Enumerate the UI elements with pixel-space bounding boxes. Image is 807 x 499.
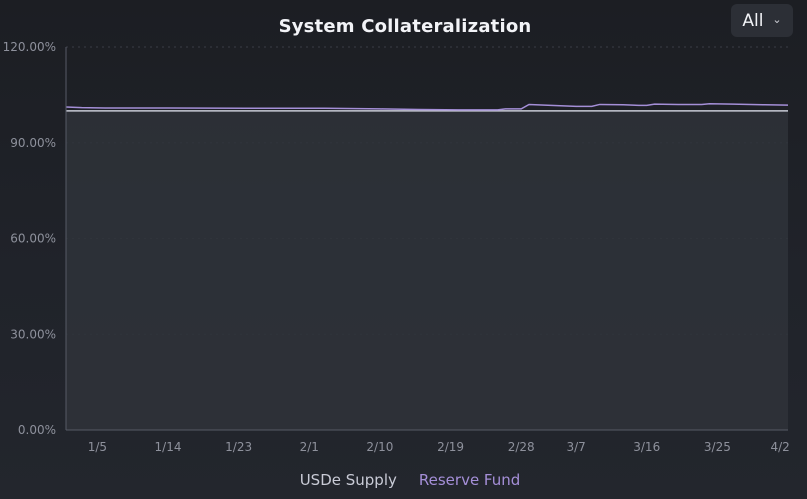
y-tick-label: 30.00% bbox=[10, 327, 56, 341]
y-tick-label: 0.00% bbox=[18, 423, 56, 437]
line-layer bbox=[65, 103, 789, 112]
x-tick-label: 3/16 bbox=[633, 440, 660, 454]
time-range-dropdown[interactable]: All ⌄ bbox=[731, 4, 793, 37]
axis-layer: 0.00% 30.00% 60.00% 90.00% 120.00% 1/5 1/14 1/2… bbox=[3, 40, 790, 454]
legend: USDe Supply Reserve Fund bbox=[0, 471, 807, 489]
x-tick-label: 2/19 bbox=[437, 440, 464, 454]
x-tick-label: 1/23 bbox=[225, 440, 252, 454]
reserve-fund-line bbox=[65, 103, 789, 111]
y-tick-label: 120.00% bbox=[3, 40, 56, 54]
x-tick-label: 1/5 bbox=[88, 440, 107, 454]
x-tick-label: 3/25 bbox=[704, 440, 731, 454]
x-tick-label: 2/28 bbox=[508, 440, 535, 454]
x-tick-label: 3/7 bbox=[566, 440, 585, 454]
legend-item-reserve-fund[interactable]: Reserve Fund bbox=[418, 471, 521, 489]
y-tick-label: 90.00% bbox=[10, 136, 56, 150]
chevron-down-icon: ⌄ bbox=[772, 13, 782, 26]
chart-title: System Collateralization bbox=[278, 16, 532, 37]
y-tick-label: 60.00% bbox=[10, 232, 56, 246]
legend-item-usde-supply[interactable]: USDe Supply bbox=[299, 471, 397, 489]
usde-supply-area bbox=[66, 110, 788, 430]
time-range-selected-label: All bbox=[742, 10, 764, 31]
area-layer bbox=[66, 110, 788, 430]
x-tick-label: 2/10 bbox=[366, 440, 393, 454]
x-tick-label: 1/14 bbox=[155, 440, 182, 454]
x-tick-label: 4/2 bbox=[770, 440, 789, 454]
x-tick-label: 2/1 bbox=[300, 440, 319, 454]
